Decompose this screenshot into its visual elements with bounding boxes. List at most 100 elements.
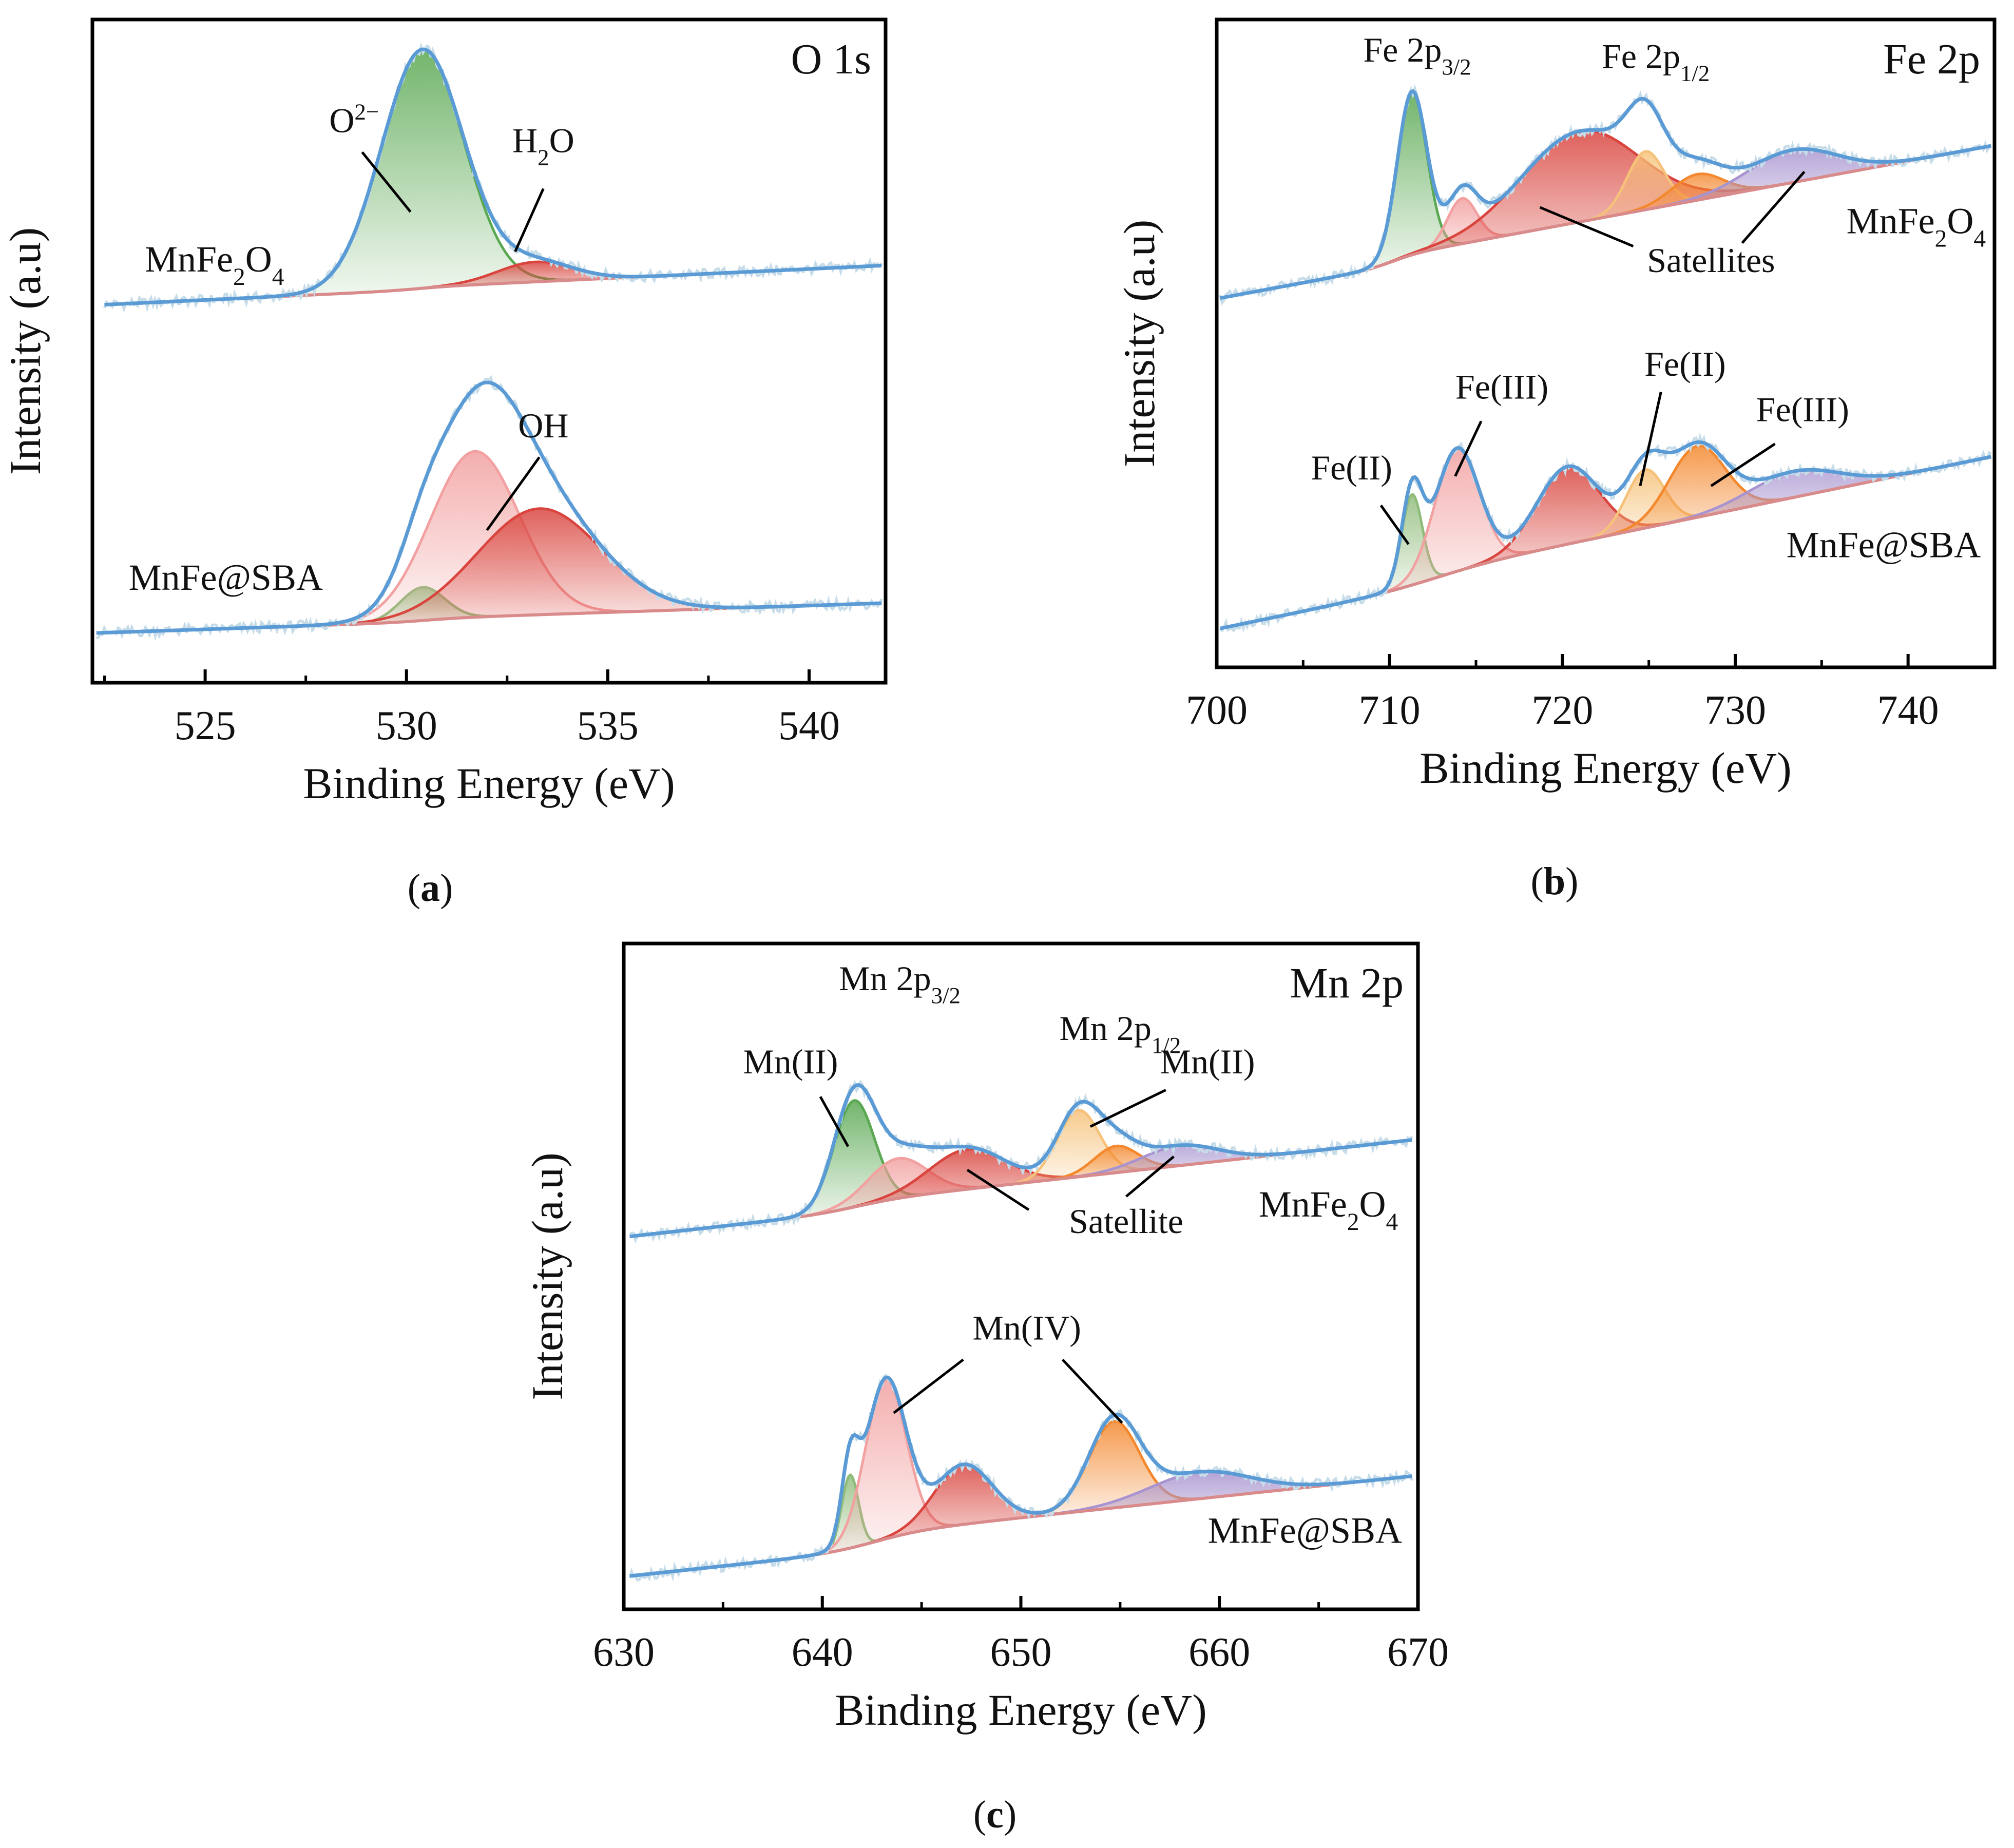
panel-b: Fe 2p3/2 Fe 2p1/2SatellitesMnFe2O4Fe(II)F… — [1115, 17, 1997, 903]
sample-mnfe-sba — [96, 375, 883, 641]
x-axis-label: Binding Energy (eV) — [303, 759, 675, 808]
peak-annotation-part: Mn(II) — [743, 1042, 838, 1081]
sample-label-part: 4 — [272, 264, 284, 291]
y-axis-label: Intensity (a.u) — [1115, 220, 1164, 467]
component-peak — [731, 1100, 978, 1225]
peak-annotation-part: Fe(III) — [1756, 390, 1849, 429]
x-tick-label: 630 — [593, 1630, 655, 1675]
caption-letter: a — [420, 867, 440, 910]
x-tick-label: 535 — [577, 703, 639, 748]
sample-label: MnFe2O4 — [1847, 200, 1986, 252]
sample-label-part: 2 — [1935, 225, 1947, 252]
peak-annotation-part: 3/2 — [931, 983, 961, 1008]
peak-annotation-part: Satellites — [1647, 241, 1775, 280]
peak-annotation: Fe 2p1/2 — [1602, 37, 1710, 86]
annotation-leader-line — [966, 1168, 1030, 1211]
sample-label-part: MnFe@SBA — [1787, 524, 1981, 565]
sample-label-part: MnFe@SBA — [129, 557, 323, 598]
peak-annotation: Mn(IV) — [972, 1308, 1081, 1348]
panel-title: O 1s — [791, 35, 871, 83]
component-peak — [306, 262, 765, 296]
peak-annotation-part: Mn 2p — [1059, 1009, 1151, 1048]
sample-label-part: 4 — [1386, 1209, 1398, 1236]
x-tick-label: 660 — [1188, 1630, 1250, 1675]
y-axis-label: Intensity (a.u) — [523, 1152, 572, 1400]
panel-caption: (b) — [1531, 860, 1579, 903]
peak-annotation-part: Mn(II) — [1160, 1042, 1255, 1081]
sample-mnfe2o4 — [1219, 84, 1991, 306]
plot-area — [1219, 84, 1992, 633]
sample-label: MnFe@SBA — [1208, 1510, 1402, 1551]
peak-annotation-part: H — [512, 121, 538, 160]
peak-annotation-part: 1/2 — [1152, 1032, 1181, 1058]
peak-annotation-part: O — [549, 121, 574, 160]
plot-area — [628, 1079, 1413, 1582]
sample-label-part: 2 — [1347, 1209, 1359, 1236]
peak-annotation: Satellite — [1069, 1202, 1183, 1241]
peak-annotation-part: OH — [518, 406, 568, 445]
component-peak — [1322, 448, 1590, 607]
peak-annotation: Mn 2p3/2 — [839, 959, 961, 1008]
panel-c: Mn 2p3/2Mn 2p1/2Mn(II) Mn(II)Satellite MnF… — [523, 941, 1449, 1836]
peak-annotation-part: Satellite — [1069, 1202, 1183, 1241]
component-peak — [1380, 466, 1756, 594]
panel-caption: (a) — [408, 867, 453, 910]
peak-annotation: Mn 2p1/2 — [1059, 1009, 1181, 1058]
sample-label-part: 2 — [233, 264, 245, 291]
peak-annotation-part: 2− — [354, 99, 379, 125]
peak-annotation: Satellites — [1647, 241, 1775, 280]
peak-annotation-part: Fe(II) — [1311, 448, 1392, 487]
peak-annotation: OH — [518, 406, 568, 445]
annotation-leader-line — [1539, 206, 1634, 248]
caption-paren: ( — [408, 867, 420, 910]
peak-annotation-part: Mn 2p — [839, 959, 931, 998]
x-tick-label: 640 — [792, 1630, 853, 1675]
x-tick-label: 710 — [1359, 688, 1421, 733]
envelope-fit — [1219, 440, 1992, 630]
peak-annotation-part: Mn(IV) — [972, 1308, 1081, 1348]
peak-annotation: O2− — [329, 99, 379, 140]
panel-caption: (c) — [973, 1793, 1016, 1836]
component-peak — [1528, 469, 1762, 553]
annotation-leader-line — [486, 456, 541, 531]
sample-label: MnFe@SBA — [129, 557, 323, 598]
component-peak — [1526, 446, 1868, 553]
caption-paren: ) — [440, 867, 453, 910]
x-axis-label: Binding Energy (eV) — [1420, 743, 1792, 793]
caption-letter: c — [986, 1793, 1004, 1836]
component-peak — [890, 1471, 1412, 1538]
annotation-leader-line — [514, 188, 545, 253]
annotation-leader-line — [893, 1358, 964, 1414]
sample-label-part: O — [1359, 1184, 1386, 1225]
annotation-leader-line — [361, 151, 412, 213]
envelope-fit — [629, 1083, 1412, 1239]
x-tick-label: 730 — [1704, 688, 1766, 733]
peak-annotation-part: 2 — [538, 144, 549, 170]
x-tick-label: 700 — [1186, 688, 1248, 733]
axes-frame — [90, 17, 888, 685]
peak-annotation: Fe(II) — [1644, 344, 1726, 383]
annotation-leader-line — [1454, 420, 1483, 477]
annotation-leader-line — [1089, 1089, 1166, 1128]
x-tick-label: 740 — [1877, 688, 1939, 733]
caption-paren: ) — [1004, 1793, 1016, 1836]
peak-annotation: Fe(III) — [1455, 367, 1548, 406]
x-tick-label: 540 — [778, 703, 840, 748]
component-peak — [788, 1464, 1139, 1559]
sample-mnfe-sba — [1219, 432, 1992, 633]
annotation-leader-line — [1741, 170, 1806, 244]
panel-title: Mn 2p — [1290, 959, 1404, 1007]
component-peak — [948, 1140, 1410, 1191]
x-tick-label: 650 — [990, 1630, 1052, 1675]
component-peak — [735, 1149, 1199, 1225]
panel-title: Fe 2p — [1883, 35, 1980, 83]
component-peak — [762, 1379, 1009, 1562]
peak-annotation: Mn(II) — [1160, 1042, 1255, 1081]
sample-label-part: MnFe — [145, 239, 233, 280]
envelope-fit — [96, 380, 882, 635]
x-tick-label: 720 — [1531, 688, 1593, 733]
peak-annotation-part: O — [329, 101, 354, 140]
component-peak — [204, 451, 746, 629]
annotation-leader-line — [1379, 505, 1410, 545]
